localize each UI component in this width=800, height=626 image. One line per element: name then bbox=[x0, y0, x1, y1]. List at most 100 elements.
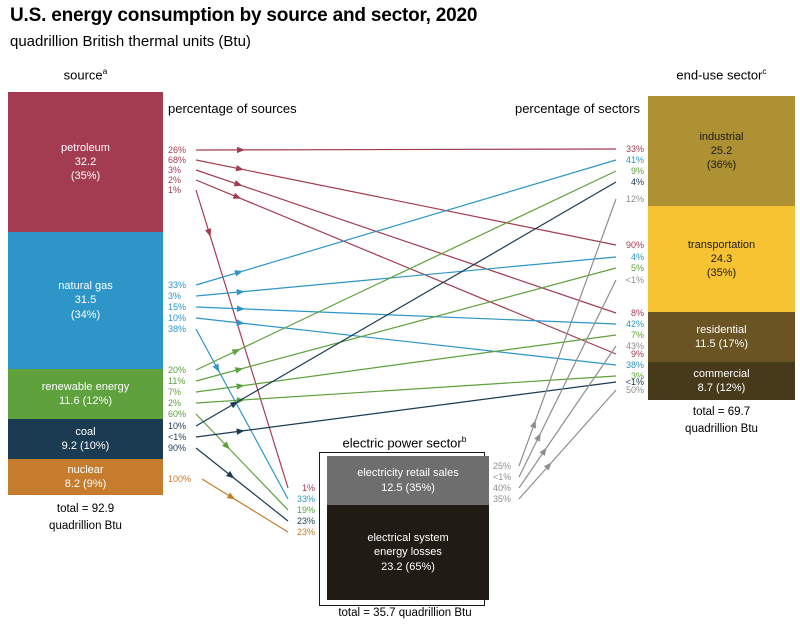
flow-source-percent-label: <1% bbox=[493, 472, 511, 482]
percentage-of-sectors-header: percentage of sectors bbox=[514, 101, 640, 116]
flow-line-renewable-energy-to-industrial bbox=[195, 170, 617, 371]
flow-destination-percent-label: 12% bbox=[626, 194, 644, 204]
flow-source-percent-label: 1% bbox=[168, 185, 181, 195]
source-box-petroleum-label: petroleum 32.2 (35%) bbox=[61, 141, 110, 183]
end-use-column-header: end-use sectorc bbox=[648, 66, 795, 82]
flow-source-percent-label: 38% bbox=[168, 324, 186, 334]
flow-source-percent-label: 15% bbox=[168, 302, 186, 312]
flow-arrow-icon bbox=[529, 419, 537, 429]
page-title: U.S. energy consumption by source and se… bbox=[10, 5, 478, 26]
electricity-retail-sales-box: electricity retail sales 12.5 (35%) bbox=[327, 456, 489, 505]
flow-source-percent-label: 60% bbox=[168, 409, 186, 419]
flow-destination-percent-label: 3% bbox=[631, 371, 644, 381]
end-use-header-footnote: c bbox=[762, 66, 767, 76]
source-header-text: source bbox=[63, 67, 103, 83]
flow-destination-percent-label: 33% bbox=[626, 144, 644, 154]
flow-destination-percent-label: 9% bbox=[631, 166, 644, 176]
flow-line-petroleum-to-residential bbox=[195, 169, 617, 314]
flow-destination-percent-label: 4% bbox=[631, 252, 644, 262]
flow-destination-percent-label: <1% bbox=[626, 377, 644, 387]
flow-arrow-icon bbox=[235, 164, 245, 172]
flow-destination-percent-label: 38% bbox=[626, 360, 644, 370]
flow-destination-percent-label: 90% bbox=[626, 240, 644, 250]
flow-arrow-icon bbox=[226, 492, 236, 500]
source-box-natural-gas: natural gas 31.5 (34%) bbox=[8, 232, 163, 369]
sector-box-industrial-label: industrial 25.2 (36%) bbox=[699, 130, 744, 172]
electric-power-total: total = 35.7 quadrillion Btu bbox=[338, 607, 472, 619]
flow-source-percent-label: 90% bbox=[168, 443, 186, 453]
flow-arrow-icon bbox=[226, 470, 235, 479]
flow-destination-percent-label: 5% bbox=[631, 263, 644, 273]
flow-arrow-icon bbox=[236, 146, 245, 154]
flow-line-natural-gas-to-electric-power bbox=[195, 328, 289, 500]
percentage-of-sources-header: percentage of sources bbox=[168, 101, 297, 116]
flow-source-percent-label: 10% bbox=[168, 313, 186, 323]
flow-arrow-icon bbox=[543, 462, 552, 471]
sector-box-transportation-label: transportation 24.3 (35%) bbox=[687, 238, 756, 280]
flow-arrow-icon bbox=[212, 363, 220, 373]
flow-line-petroleum-to-industrial bbox=[195, 148, 617, 151]
flow-line-electricity-retail-to-transportation bbox=[518, 279, 617, 478]
source-box-petroleum: petroleum 32.2 (35%) bbox=[8, 92, 163, 232]
electricity-retail-sales-label: electricity retail sales 12.5 (35%) bbox=[357, 467, 459, 494]
flow-source-percent-label: 2% bbox=[168, 175, 181, 185]
source-column-header: sourcea bbox=[8, 66, 163, 82]
source-total: total = 92.9 quadrillion Btu bbox=[49, 503, 122, 532]
flow-arrow-icon bbox=[236, 319, 245, 326]
electric-power-header-text: electric power sector bbox=[342, 435, 462, 451]
flow-source-percent-label: 20% bbox=[168, 365, 186, 375]
flow-destination-percent-label: 1% bbox=[302, 483, 315, 493]
electrical-system-energy-losses-label: electrical system energy losses 23.2 (65%) bbox=[367, 532, 449, 573]
flow-line-natural-gas-to-residential bbox=[195, 306, 617, 325]
flow-arrow-icon bbox=[534, 433, 541, 442]
sector-box-commercial-label: commercial 8.7 (12%) bbox=[693, 367, 750, 394]
flow-line-coal-to-commercial bbox=[195, 381, 617, 438]
flow-line-nuclear-to-electric-power bbox=[201, 478, 289, 533]
flow-destination-percent-label: 33% bbox=[297, 494, 315, 504]
flow-destination-percent-label: 23% bbox=[297, 527, 315, 537]
flow-line-petroleum-to-commercial bbox=[195, 179, 617, 355]
flow-arrow-icon bbox=[539, 447, 547, 456]
flow-source-percent-label: 33% bbox=[168, 280, 186, 290]
flow-arrow-icon bbox=[229, 401, 239, 409]
electric-power-header-footnote: b bbox=[461, 434, 467, 444]
flow-line-renewable-energy-to-commercial bbox=[195, 375, 617, 404]
sector-total: total = 69.7 quadrillion Btu bbox=[685, 406, 758, 435]
flow-arrow-icon bbox=[236, 428, 245, 435]
source-box-renewable-energy: renewable energy 11.6 (12%) bbox=[8, 369, 163, 419]
source-box-coal-label: coal 9.2 (10%) bbox=[61, 425, 110, 452]
flow-source-percent-label: 40% bbox=[493, 483, 511, 493]
flow-arrow-icon bbox=[236, 289, 245, 296]
flow-source-percent-label: 3% bbox=[168, 165, 181, 175]
source-box-nuclear: nuclear 8.2 (9%) bbox=[8, 459, 163, 495]
flow-arrow-icon bbox=[205, 228, 212, 237]
flow-arrow-icon bbox=[233, 180, 243, 187]
flow-line-coal-to-industrial bbox=[195, 181, 617, 427]
source-box-nuclear-label: nuclear 8.2 (9%) bbox=[64, 463, 107, 490]
flow-source-percent-label: 35% bbox=[493, 494, 511, 504]
sector-box-residential: residential 11.5 (17%) bbox=[648, 312, 795, 362]
page-subtitle: quadrillion British thermal units (Btu) bbox=[10, 33, 251, 50]
flow-line-renewable-energy-to-electric-power bbox=[195, 413, 289, 511]
flow-arrow-icon bbox=[231, 349, 241, 356]
flow-source-percent-label: 10% bbox=[168, 421, 186, 431]
flow-line-electricity-retail-to-residential bbox=[518, 345, 617, 489]
flow-source-percent-label: 3% bbox=[168, 291, 181, 301]
flow-destination-percent-label: 41% bbox=[626, 155, 644, 165]
sector-box-residential-label: residential 11.5 (17%) bbox=[695, 323, 748, 350]
flow-source-percent-label: 2% bbox=[168, 398, 181, 408]
flow-destination-percent-label: 43% bbox=[626, 341, 644, 351]
flow-line-petroleum-to-transportation bbox=[195, 159, 617, 246]
source-header-footnote: a bbox=[102, 66, 108, 76]
source-box-renewable-energy-label: renewable energy 11.6 (12%) bbox=[41, 380, 130, 407]
flow-destination-percent-label: 4% bbox=[631, 177, 644, 187]
flow-destination-percent-label: 23% bbox=[297, 516, 315, 526]
flow-source-percent-label: 100% bbox=[168, 474, 191, 484]
flow-source-percent-label: 25% bbox=[493, 461, 511, 471]
sector-box-transportation: transportation 24.3 (35%) bbox=[648, 206, 795, 312]
flow-source-percent-label: 68% bbox=[168, 155, 186, 165]
source-box-natural-gas-label: natural gas 31.5 (34%) bbox=[58, 280, 113, 321]
sector-box-commercial: commercial 8.7 (12%) bbox=[648, 362, 795, 400]
flow-destination-percent-label: <1% bbox=[626, 275, 644, 285]
